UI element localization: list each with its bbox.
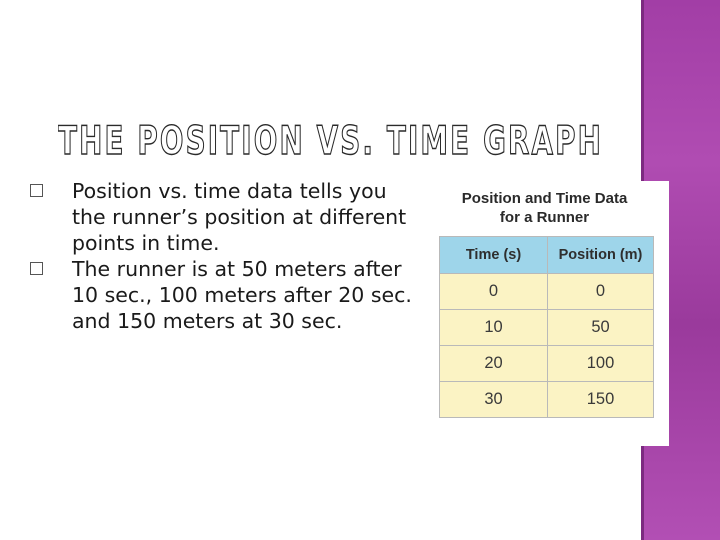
cell-time: 30 bbox=[439, 381, 548, 418]
slide-title: THE POSITION VS. TIME GRAPH bbox=[58, 119, 603, 164]
table-title-line-1: Position and Time Data bbox=[461, 190, 628, 207]
slide-title-container: THE POSITION VS. TIME GRAPH bbox=[58, 114, 618, 164]
cell-position: 150 bbox=[547, 381, 654, 418]
header-position: Position (m) bbox=[547, 236, 654, 274]
bullet-box-icon bbox=[30, 262, 43, 275]
slide-title-svg: THE POSITION VS. TIME GRAPH bbox=[58, 118, 603, 164]
position-time-table: Time (s) Position (m) 0 0 10 50 20 100 3… bbox=[439, 236, 654, 418]
cell-position: 50 bbox=[547, 309, 654, 346]
table-row: 20 100 bbox=[439, 345, 654, 382]
bullet-item: Position vs. time data tells you the run… bbox=[30, 178, 425, 256]
bullet-box-icon bbox=[30, 184, 43, 197]
cell-position: 100 bbox=[547, 345, 654, 382]
bullet-item: The runner is at 50 meters after 10 sec.… bbox=[30, 256, 425, 334]
bullet-text: The runner is at 50 meters after 10 sec.… bbox=[72, 257, 412, 333]
table-header-row: Time (s) Position (m) bbox=[439, 236, 654, 274]
cell-time: 20 bbox=[439, 345, 548, 382]
table-row: 30 150 bbox=[439, 381, 654, 418]
cell-time: 0 bbox=[439, 273, 548, 310]
table-title-line-2: for a Runner bbox=[499, 209, 590, 226]
table-row: 10 50 bbox=[439, 309, 654, 346]
cell-time: 10 bbox=[439, 309, 548, 346]
cell-position: 0 bbox=[547, 273, 654, 310]
header-time: Time (s) bbox=[439, 236, 548, 274]
data-table-card: Position and Time Data for a Runner Time… bbox=[436, 181, 669, 446]
table-title: Position and Time Data for a Runner bbox=[442, 189, 647, 227]
bullet-list: Position vs. time data tells you the run… bbox=[30, 178, 425, 334]
bullet-text: Position vs. time data tells you the run… bbox=[72, 179, 407, 255]
table-row: 0 0 bbox=[439, 273, 654, 310]
